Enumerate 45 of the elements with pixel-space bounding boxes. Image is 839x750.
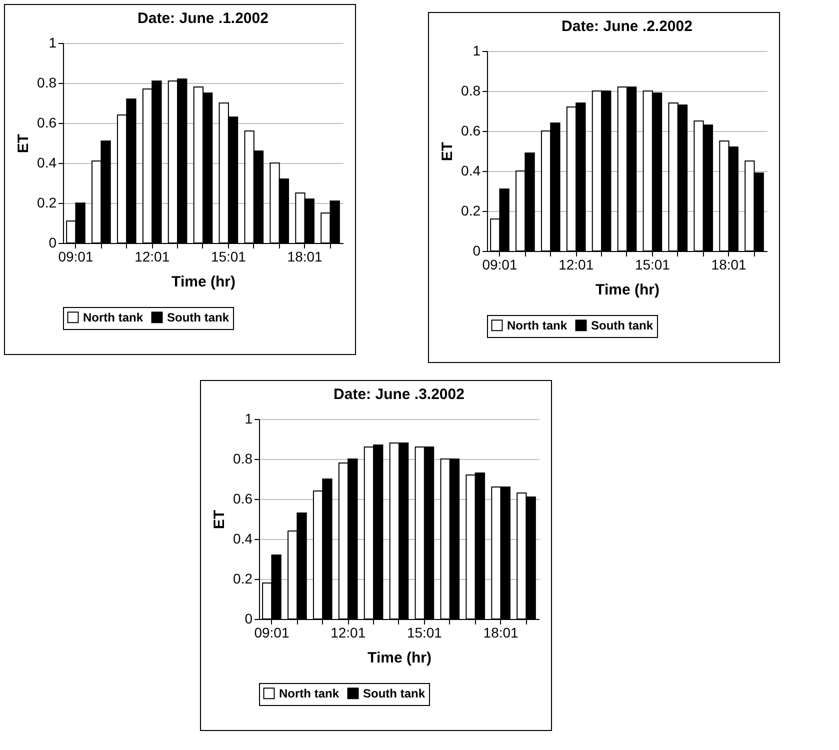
y-tick-label: 0.8 [37,74,57,90]
x-tick-label: 12:01 [330,624,366,640]
y-axis-title: ET [15,134,32,154]
legend-label: South tank [363,686,426,700]
y-tick-label: 0 [48,234,57,250]
legend-label: South tank [167,310,230,324]
y-tick-label: 0.8 [233,450,253,466]
x-axis-title: Time (hr) [172,274,236,290]
x-tick-label: 18:01 [287,248,323,264]
x-tick-label: 15:01 [210,248,246,264]
y-axis-title: ET [439,142,456,162]
x-tick-label: 09:01 [58,248,94,264]
x-tick-label: 18:01 [711,256,747,272]
x-axis-title: Time (hr) [368,650,432,666]
y-tick-label: 0.6 [233,490,253,506]
y-tick-label: 1 [244,410,253,426]
y-tick-label: 0.6 [37,114,57,130]
y-tick-label: 0.4 [37,154,57,170]
y-tick-label: 0.4 [461,162,481,178]
x-tick-label: 09:01 [254,624,290,640]
x-tick-label: 15:01 [634,256,670,272]
x-axis-title: Time (hr) [596,282,660,298]
y-tick-label: 0 [472,242,481,258]
y-tick-label: 0 [244,610,253,626]
legend-label: North tank [279,686,340,700]
y-tick-label: 0.2 [461,202,481,218]
x-tick-label: 12:01 [558,256,594,272]
y-tick-label: 0.8 [461,82,481,98]
y-tick-label: 0.2 [37,194,57,210]
y-tick-label: 1 [472,42,481,58]
y-tick-label: 1 [48,34,57,50]
x-tick-label: 15:01 [406,624,442,640]
y-axis-title: ET [211,510,228,530]
x-tick-label: 12:01 [134,248,170,264]
legend-label: North tank [507,318,568,332]
x-tick-label: 18:01 [483,624,519,640]
legend-label: South tank [591,318,654,332]
legend-label: North tank [83,310,144,324]
chart-title: Date: June .1.2002 [138,10,268,27]
y-tick-label: 0.6 [461,122,481,138]
x-tick-label: 09:01 [482,256,518,272]
y-tick-label: 0.2 [233,570,253,586]
y-tick-label: 0.4 [233,530,253,546]
chart-title: Date: June .3.2002 [334,386,464,403]
chart-title: Date: June .2.2002 [562,18,692,35]
